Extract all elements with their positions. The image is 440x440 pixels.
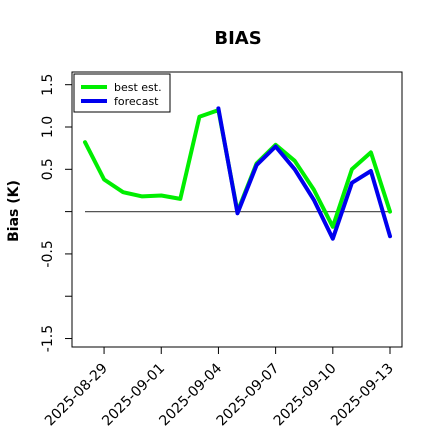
y-tick-label: 1.5 (40, 74, 56, 96)
series-line-forecast (216, 106, 392, 241)
series-layer (83, 106, 392, 241)
chart-title: BIAS (214, 28, 261, 49)
y-tick-label: -0.5 (40, 240, 56, 267)
y-tick-label: -1.5 (40, 325, 56, 352)
legend-box (73, 73, 171, 113)
y-tick-label: 1.0 (40, 116, 56, 138)
legend: best est.forecast (73, 73, 171, 113)
x-axis: 2025-08-292025-09-012025-09-042025-09-07… (42, 347, 397, 429)
y-axis-label: Bias (K) (6, 180, 22, 242)
y-tick-label: 0.5 (40, 158, 56, 180)
plot-frame (71, 71, 403, 348)
y-axis: -1.5 -0.5 0.5 1.0 1.5 (40, 74, 72, 352)
legend-label: best est. (114, 81, 162, 94)
legend-label: forecast (114, 95, 159, 108)
